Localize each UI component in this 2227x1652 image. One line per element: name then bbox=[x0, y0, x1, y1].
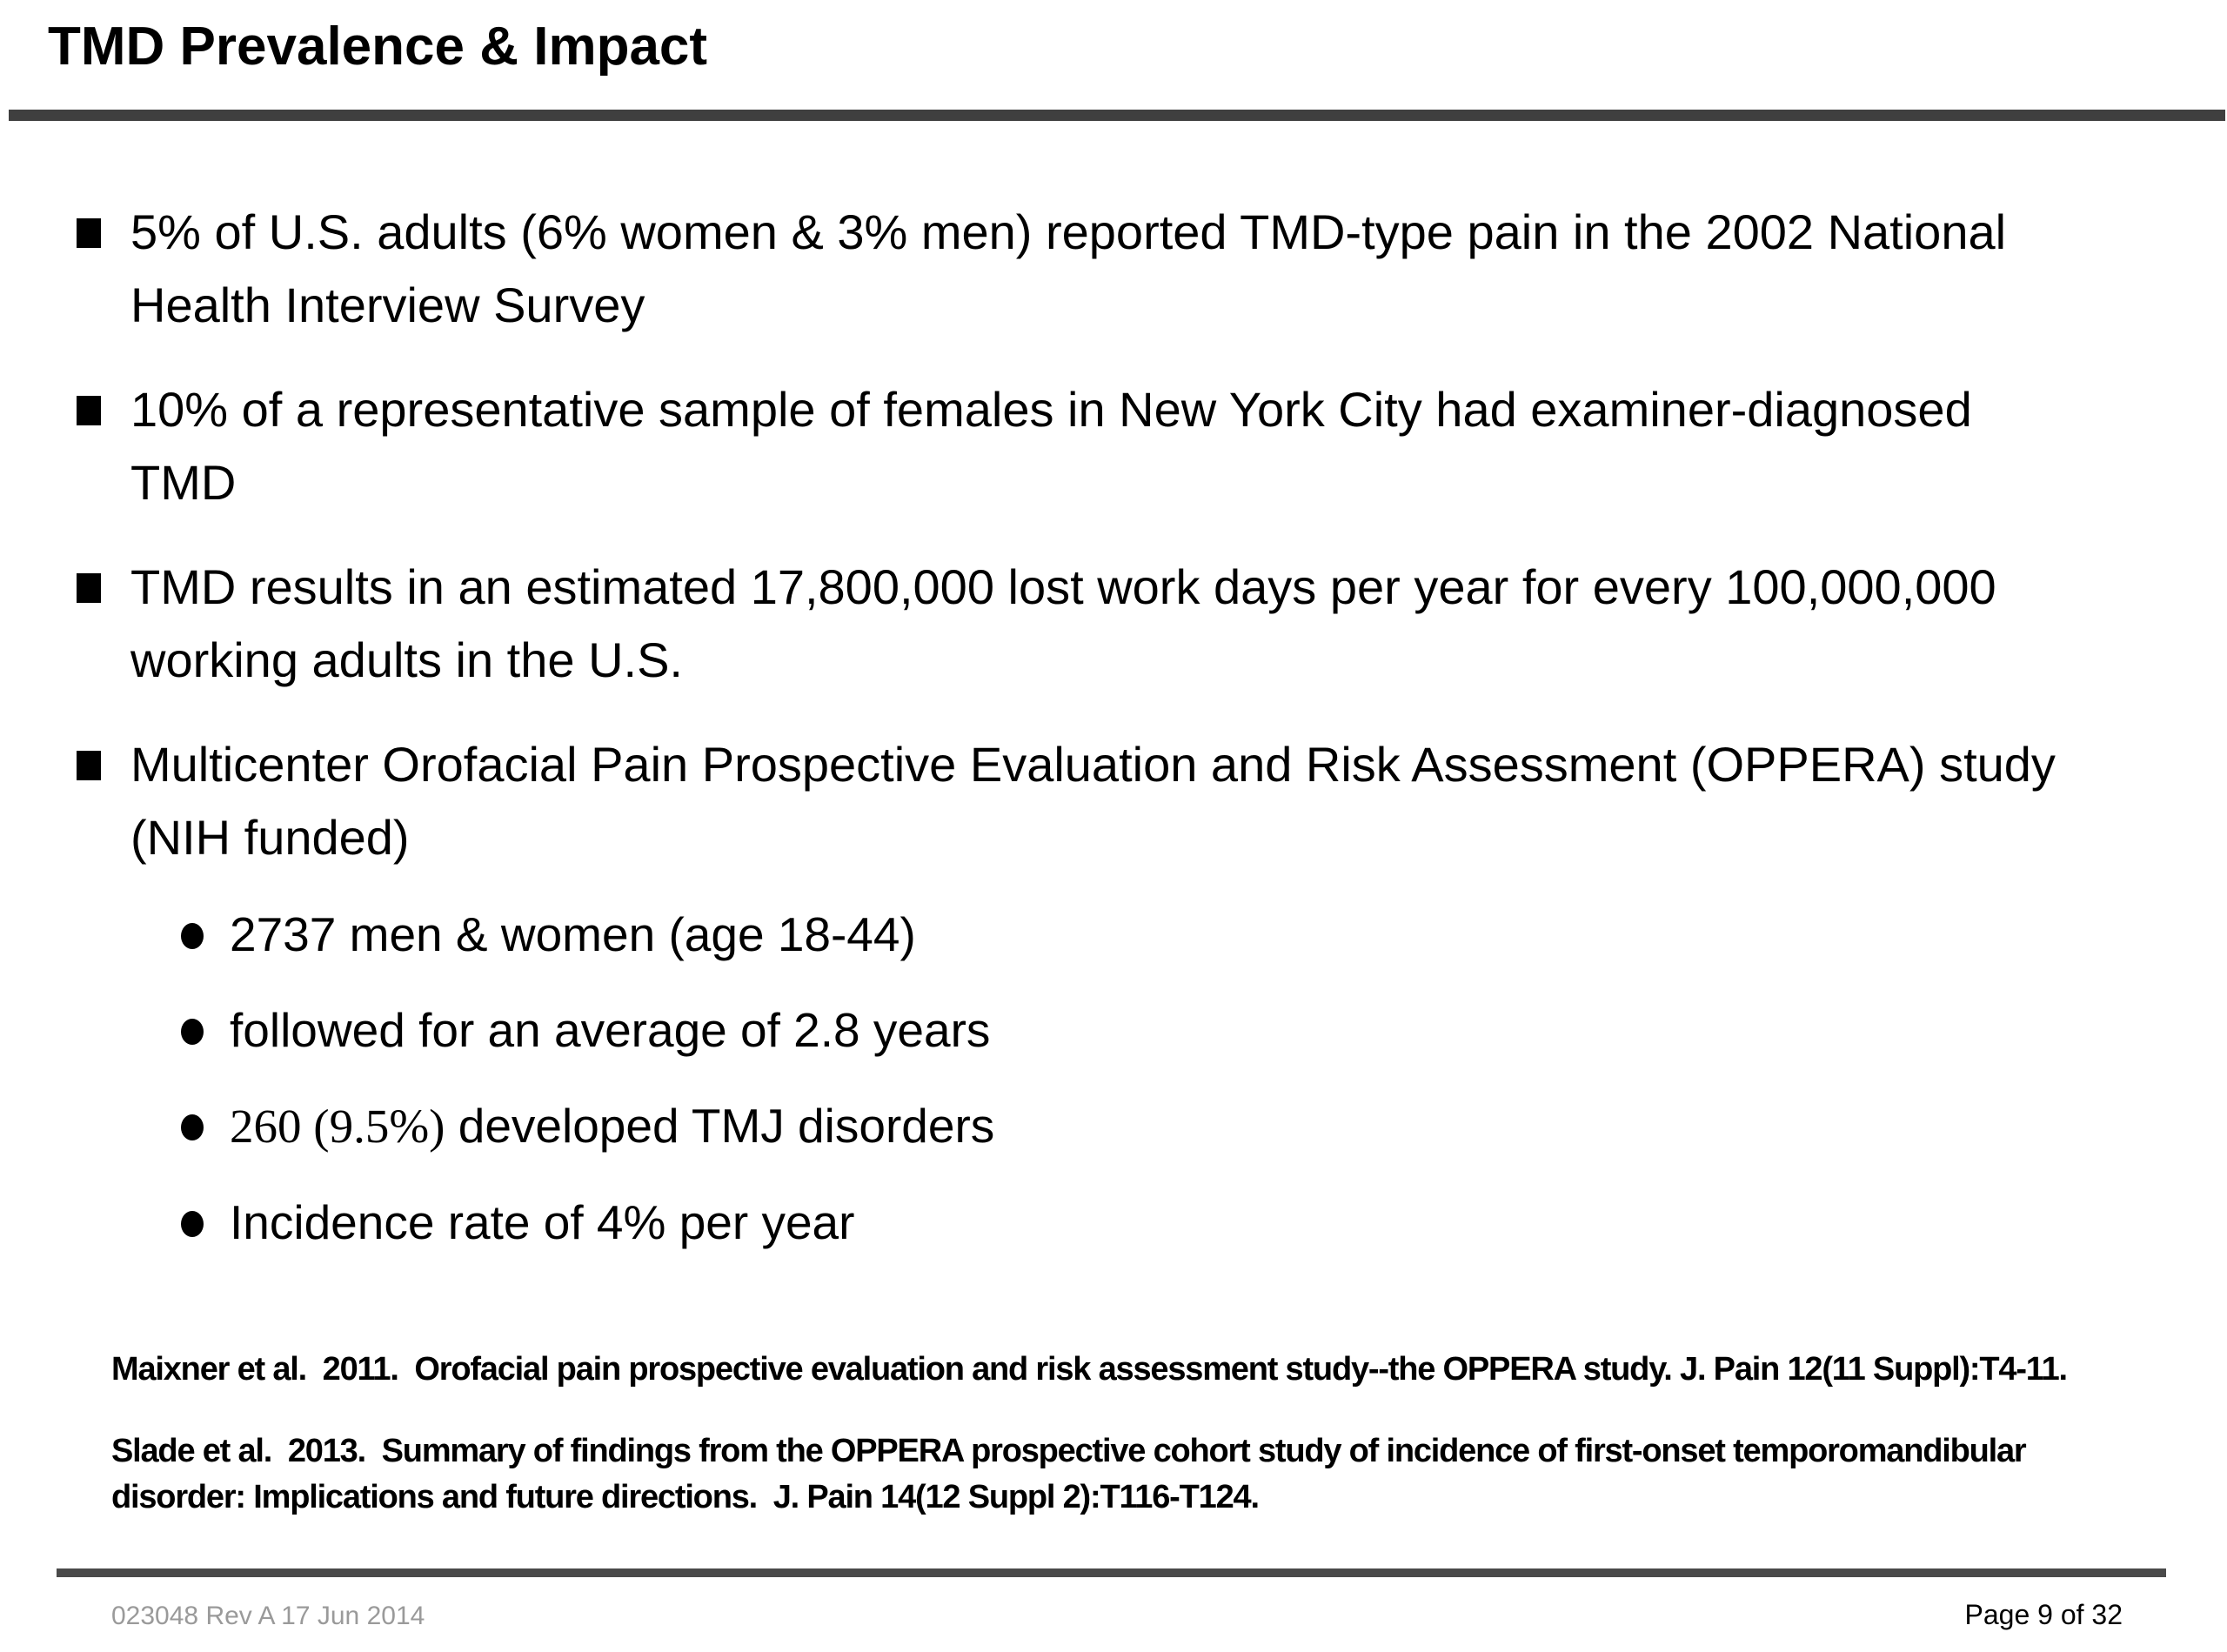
bullet-text: 10% of a representative sample of female… bbox=[130, 382, 1972, 510]
sub-bullet-text: followed for an average of 2.8 years bbox=[230, 1003, 991, 1058]
sub-bullet-text: developed TMJ disorders bbox=[445, 1099, 995, 1154]
dot-bullet-icon bbox=[181, 1019, 204, 1046]
footer-divider bbox=[57, 1568, 2166, 1577]
slide-body: 5% of U.S. adults (6% women & 3% men) re… bbox=[77, 196, 2103, 1287]
sub-bullet-list: 2737 men & women (age 18-44) followed fo… bbox=[181, 900, 2069, 1256]
bullet-text: 5% of U.S. adults (6% women & 3% men) re… bbox=[130, 204, 2007, 332]
sub-bullet-item: followed for an average of 2.8 years bbox=[181, 996, 2069, 1064]
bullet-text: Multicenter Orofacial Pain Prospective E… bbox=[130, 737, 2056, 865]
sub-bullet-item: 260 (9.5%) developed TMJ disorders bbox=[181, 1092, 2069, 1160]
sub-bullet-item: Incidence rate of 4% per year bbox=[181, 1188, 2069, 1256]
slide-header: TMD Prevalence & Impact bbox=[48, 17, 2192, 77]
square-bullet-icon bbox=[77, 751, 101, 780]
reference-citation: Maixner et al. 2011. Orofacial pain pros… bbox=[111, 1351, 2068, 1388]
page-title: TMD Prevalence & Impact bbox=[48, 17, 708, 77]
sub-bullet-text: Incidence rate of 4% per year bbox=[230, 1195, 855, 1250]
reference-section: Maixner et al. 2011. Orofacial pain pros… bbox=[111, 1347, 2147, 1556]
bullet-item: Multicenter Orofacial Pain Prospective E… bbox=[77, 728, 2069, 1256]
bullet-item: TMD results in an estimated 17,800,000 l… bbox=[77, 551, 2069, 697]
bullet-item: 10% of a representative sample of female… bbox=[77, 373, 2069, 519]
bullet-list: 5% of U.S. adults (6% women & 3% men) re… bbox=[77, 196, 2103, 1256]
sub-bullet-text-serif: 260 (9.5%) bbox=[230, 1100, 445, 1154]
reference-citation: Slade et al. 2013. Summary of findings f… bbox=[111, 1433, 2034, 1515]
sub-bullet-text: 2737 men & women (age 18-44) bbox=[230, 907, 916, 961]
page-number-label: Page 9 of 32 bbox=[1964, 1599, 2123, 1630]
dot-bullet-icon bbox=[181, 1114, 204, 1141]
dot-bullet-icon bbox=[181, 923, 204, 949]
square-bullet-icon bbox=[77, 573, 101, 603]
slide-footer: 023048 Rev A 17 Jun 2014 Page 9 of 32 bbox=[111, 1599, 2123, 1631]
title-divider bbox=[9, 110, 2225, 121]
bullet-item: 5% of U.S. adults (6% women & 3% men) re… bbox=[77, 196, 2069, 342]
square-bullet-icon bbox=[77, 396, 101, 425]
document-revision-label: 023048 Rev A 17 Jun 2014 bbox=[111, 1602, 425, 1630]
dot-bullet-icon bbox=[181, 1211, 204, 1238]
square-bullet-icon bbox=[77, 218, 101, 248]
bullet-text: TMD results in an estimated 17,800,000 l… bbox=[130, 559, 1996, 687]
sub-bullet-item: 2737 men & women (age 18-44) bbox=[181, 900, 2069, 968]
